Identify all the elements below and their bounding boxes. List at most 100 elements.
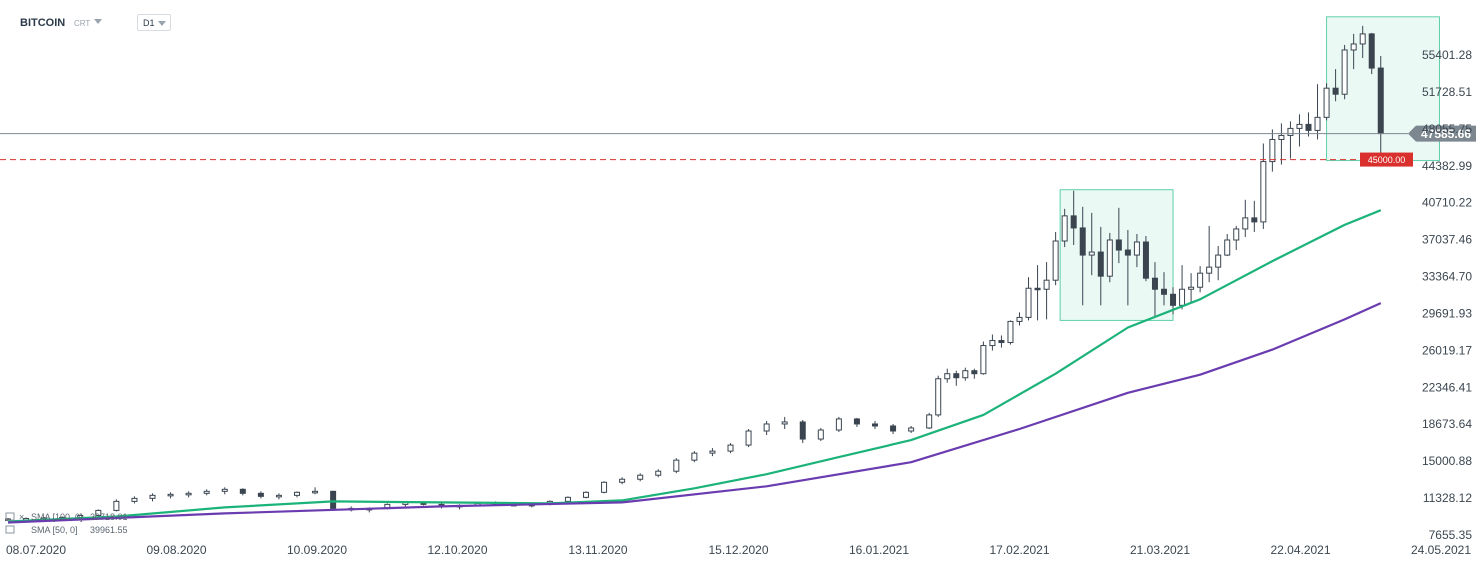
y-tick-label: 37037.46: [1422, 233, 1472, 247]
candle-up: [817, 429, 824, 440]
candle-up: [962, 370, 969, 379]
highlight-box: [1059, 189, 1174, 321]
current-price-label: 47585.66: [1421, 127, 1471, 141]
candle-up: [1052, 240, 1059, 281]
candle-up: [1314, 116, 1321, 131]
candle-down: [1151, 277, 1158, 290]
price-levels: 45000.00 47585.66: [0, 125, 1476, 167]
indicator-legend-label: SMA [100, 0]: [31, 512, 83, 522]
chart-type-label: CRT: [74, 19, 91, 28]
x-tick-label: 16.01.2021: [849, 543, 909, 557]
candlesticks: [5, 25, 1384, 521]
candle-up: [1007, 320, 1014, 344]
candle-up: [1215, 254, 1222, 268]
candle-up: [835, 418, 842, 431]
candle-down: [1161, 288, 1167, 295]
candle-down: [1070, 215, 1077, 229]
x-tick-label: 10.09.2020: [287, 543, 347, 557]
x-tick-label: 15.12.2020: [708, 543, 768, 557]
candle-down: [953, 373, 960, 379]
indicator-legend-label: SMA [50, 0]: [31, 525, 78, 535]
chart-header: BITCOIN CRT D1: [0, 0, 1482, 40]
candle-down: [890, 425, 897, 432]
candle-up: [221, 488, 228, 492]
candle-down: [1079, 227, 1086, 256]
x-tick-label: 13.11.2020: [568, 543, 627, 557]
candle-up: [1088, 251, 1095, 256]
candle-up: [95, 509, 102, 516]
candle-up: [637, 474, 644, 480]
chevron-down-icon: [158, 21, 166, 26]
candle-up: [1341, 49, 1348, 95]
candle-up: [980, 345, 987, 375]
candle-down: [853, 418, 860, 425]
timeframe-dropdown[interactable]: D1: [137, 14, 171, 31]
candle-up: [1025, 287, 1032, 318]
remove-indicator-icon[interactable]: ×: [19, 512, 24, 522]
candle-up: [601, 481, 608, 493]
candle-up: [709, 450, 716, 454]
y-axis: 55401.28 51728.51 48055.75 44382.99 40710.22…: [1422, 48, 1472, 542]
alert-price-label: 45000.00: [1368, 155, 1406, 165]
candle-up: [185, 492, 192, 496]
x-tick-label: 17.02.2021: [989, 543, 1049, 557]
candle-up: [1260, 161, 1267, 223]
candle-down: [1251, 217, 1258, 223]
y-tick-label: 22346.41: [1422, 380, 1472, 394]
candle-down: [239, 488, 246, 494]
y-tick-label: 11328.12: [1423, 491, 1472, 505]
y-tick-label: 33364.70: [1422, 270, 1472, 284]
indicator-legend: × SMA [100, 0] 30718.01 SMA [50, 0] 39961.55: [5, 512, 128, 535]
indicator-legend-value: 30718.01: [90, 512, 128, 522]
candle-up: [1296, 123, 1303, 129]
x-tick-label: 08.07.2020: [6, 543, 66, 557]
x-tick-label: 24.05.2021: [1411, 543, 1471, 557]
candle-up: [908, 427, 915, 432]
candle-up: [1179, 288, 1186, 306]
sma-line: [7, 302, 1382, 524]
candle-down: [872, 423, 878, 427]
candle-down: [1097, 251, 1104, 277]
candle-up: [1133, 241, 1140, 256]
candle-up: [619, 478, 626, 483]
candle-up: [149, 494, 156, 499]
candle-up: [727, 444, 734, 452]
candle-up: [1206, 266, 1213, 274]
candle-up: [275, 494, 282, 498]
y-tick-label: 55401.28: [1422, 48, 1472, 62]
alert-price-badge[interactable]: [1360, 152, 1413, 167]
candle-down: [1170, 293, 1177, 306]
y-tick-label: 7655.35: [1429, 528, 1473, 542]
instrument-symbol: BITCOIN: [20, 17, 66, 29]
indicator-legend-value: 39961.55: [90, 525, 128, 535]
candle-up: [1188, 286, 1195, 290]
sma-overlays: [7, 209, 1382, 524]
candle-up: [1233, 228, 1240, 241]
x-axis: 08.07.2020 09.08.2020 10.09.2020 12.10.2020…: [6, 543, 1471, 557]
candle-down: [1124, 249, 1131, 256]
chart-type-dropdown[interactable]: CRT: [74, 19, 103, 28]
candle-up: [1269, 138, 1276, 163]
candle-up: [1287, 127, 1294, 136]
candle-up: [781, 421, 788, 425]
candle-up: [1016, 316, 1023, 322]
candle-up: [1359, 33, 1366, 45]
y-tick-label: 51728.51: [1422, 85, 1472, 99]
candle-up: [691, 452, 698, 461]
y-tick-label: 26019.17: [1422, 343, 1472, 357]
candle-up: [1197, 272, 1204, 288]
candle-up: [989, 340, 996, 347]
settings-icon[interactable]: [5, 512, 15, 521]
x-tick-label: 21.03.2021: [1130, 543, 1190, 557]
candle-down: [1115, 239, 1122, 251]
candle-up: [583, 491, 589, 498]
highlight-boxes: [1059, 16, 1440, 321]
settings-icon[interactable]: [5, 525, 15, 534]
candle-up: [673, 459, 680, 472]
y-tick-label: 29691.93: [1422, 306, 1472, 320]
y-tick-label: 15000.88: [1422, 454, 1472, 468]
x-tick-label: 09.08.2020: [146, 543, 206, 557]
candle-down: [998, 340, 1005, 344]
candle-up: [1106, 239, 1113, 277]
